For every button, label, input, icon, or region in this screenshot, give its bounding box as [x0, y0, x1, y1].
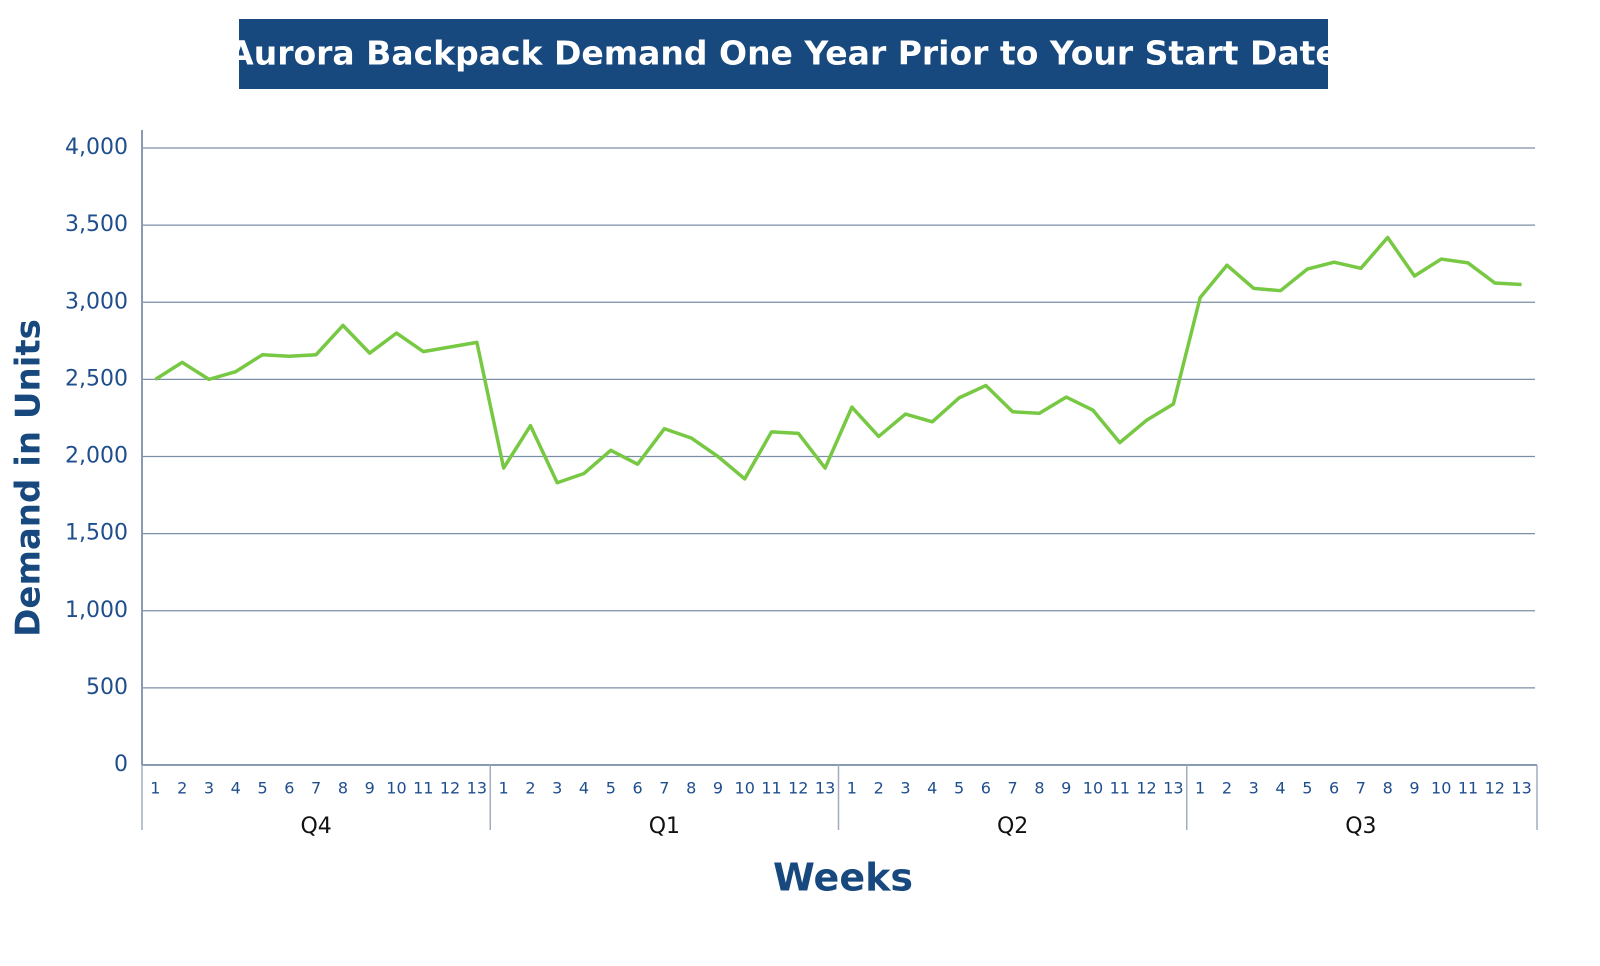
x-tick-label: 6	[284, 779, 294, 798]
x-tick-label: 12	[440, 779, 460, 798]
x-tick-label: 2	[177, 779, 187, 798]
group-label: Q4	[300, 814, 331, 839]
x-tick-label: 4	[579, 779, 589, 798]
x-tick-label: 1	[150, 779, 160, 798]
data-line	[154, 235, 1522, 485]
x-tick-label: 11	[1458, 779, 1478, 798]
x-tick-label: 4	[1275, 779, 1285, 798]
y-axis-label: Demand in Units	[9, 319, 49, 637]
x-tick-label: 5	[954, 779, 964, 798]
x-tick-label: 5	[257, 779, 267, 798]
x-tick-label: 6	[981, 779, 991, 798]
x-tick-label: 10	[1083, 779, 1103, 798]
x-tick-label: 7	[1356, 779, 1366, 798]
y-tick-label: 500	[86, 675, 128, 700]
x-tick-label: 1	[847, 779, 857, 798]
x-tick-label: 3	[900, 779, 910, 798]
y-tick-label: 1,500	[65, 521, 128, 546]
x-tick-label: 8	[1034, 779, 1044, 798]
x-tick-label: 9	[1409, 779, 1419, 798]
x-tick-label: 5	[1302, 779, 1312, 798]
y-tick-label: 1,000	[65, 598, 128, 623]
x-tick-label: 8	[338, 779, 348, 798]
x-tick-label: 8	[1383, 779, 1393, 798]
group-label: Q1	[649, 814, 680, 839]
x-tick-label: 12	[1136, 779, 1156, 798]
x-tick-label: 11	[413, 779, 433, 798]
x-tick-label: 8	[686, 779, 696, 798]
x-tick-label: 11	[1110, 779, 1130, 798]
x-tick-label: 6	[1329, 779, 1339, 798]
x-tick-label: 2	[525, 779, 535, 798]
y-tick-label: 3,500	[65, 212, 128, 237]
x-tick-label: 9	[365, 779, 375, 798]
y-tick-label: 0	[114, 752, 128, 777]
x-tick-label: 10	[735, 779, 755, 798]
x-tick-label: 1	[499, 779, 509, 798]
x-tick-label: 13	[1163, 779, 1183, 798]
group-label: Q2	[997, 814, 1028, 839]
x-tick-label: 7	[311, 779, 321, 798]
x-tick-label: 13	[815, 779, 835, 798]
x-tick-label: 9	[713, 779, 723, 798]
x-tick-label: 10	[1431, 779, 1451, 798]
x-tick-label: 2	[1222, 779, 1232, 798]
x-tick-label: 12	[788, 779, 808, 798]
x-tick-label: 3	[552, 779, 562, 798]
x-tick-label: 9	[1061, 779, 1071, 798]
x-axis-label: Weeks	[773, 856, 913, 900]
x-tick-label: 3	[1249, 779, 1259, 798]
x-tick-label: 1	[1195, 779, 1205, 798]
x-tick-label: 13	[467, 779, 487, 798]
title-box	[239, 19, 1328, 89]
x-tick-label: 7	[659, 779, 669, 798]
x-tick-label: 2	[874, 779, 884, 798]
y-tick-label: 4,000	[65, 135, 128, 160]
x-tick-label: 6	[632, 779, 642, 798]
x-tick-label: 13	[1511, 779, 1531, 798]
y-tick-label: 2,500	[65, 366, 128, 391]
chart-title: Aurora Backpack Demand One Year Prior to…	[228, 34, 1338, 73]
x-tick-label: 4	[231, 779, 241, 798]
x-tick-label: 4	[927, 779, 937, 798]
x-tick-label: 11	[761, 779, 781, 798]
x-tick-label: 3	[204, 779, 214, 798]
group-label: Q3	[1345, 814, 1376, 839]
x-tick-label: 12	[1485, 779, 1505, 798]
x-tick-label: 5	[606, 779, 616, 798]
y-tick-label: 3,000	[65, 289, 128, 314]
x-tick-label: 7	[1008, 779, 1018, 798]
x-tick-label: 10	[386, 779, 406, 798]
y-tick-label: 2,000	[65, 444, 128, 469]
